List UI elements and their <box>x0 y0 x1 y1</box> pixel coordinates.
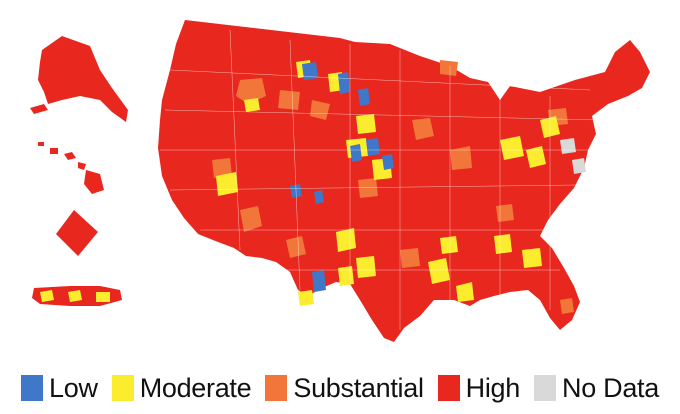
legend-item-moderate: Moderate <box>111 372 252 404</box>
legend-label-moderate: Moderate <box>139 372 252 403</box>
legend-item-substantial: Substantial <box>265 372 424 404</box>
hawaii-shape[interactable] <box>38 142 104 194</box>
legend: Low Moderate Substantial High No Data <box>0 368 680 408</box>
community-transmission-map <box>30 20 650 342</box>
legend-item-low: Low <box>21 373 98 404</box>
legend-swatch-moderate <box>111 375 134 401</box>
us-map-svg <box>30 20 650 342</box>
legend-swatch-low <box>21 375 44 401</box>
legend-item-high: High <box>437 372 521 404</box>
legend-swatch-high <box>437 375 460 401</box>
boundary-lines <box>160 29 601 330</box>
legend-label-high: High <box>465 372 521 403</box>
legend-label-substantial: Substantial <box>293 372 424 403</box>
dc-shape[interactable] <box>56 210 98 256</box>
low-patches <box>290 62 394 292</box>
legend-label-nodata: No Data <box>562 372 659 403</box>
legend-item-nodata: No Data <box>534 373 659 404</box>
legend-swatch-nodata <box>534 375 556 401</box>
alaska-shape[interactable] <box>38 36 128 122</box>
legend-swatch-substantial <box>265 375 288 401</box>
substantial-patches <box>212 60 574 314</box>
legend-label-low: Low <box>49 372 98 403</box>
